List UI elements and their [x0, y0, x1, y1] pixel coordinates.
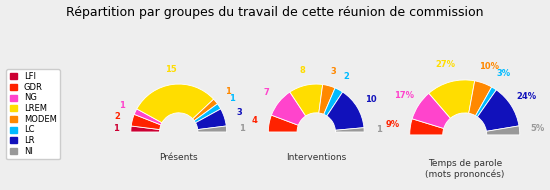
Wedge shape: [192, 99, 217, 121]
Wedge shape: [134, 109, 162, 125]
Wedge shape: [336, 128, 364, 132]
Wedge shape: [469, 81, 492, 116]
Text: 8: 8: [299, 66, 305, 75]
Text: 15: 15: [165, 65, 177, 74]
Wedge shape: [319, 85, 335, 114]
Wedge shape: [476, 87, 496, 117]
Wedge shape: [477, 90, 519, 131]
Text: Présents: Présents: [160, 153, 198, 162]
Text: 1: 1: [229, 94, 235, 103]
Text: 3%: 3%: [497, 69, 510, 78]
Text: 10%: 10%: [480, 62, 499, 71]
Wedge shape: [131, 126, 160, 132]
Text: 2: 2: [114, 112, 120, 121]
Wedge shape: [196, 109, 226, 130]
Text: Interventions: Interventions: [286, 153, 346, 162]
Wedge shape: [486, 126, 520, 135]
Wedge shape: [410, 119, 444, 135]
Text: 1: 1: [224, 87, 230, 96]
Text: 5%: 5%: [530, 124, 544, 133]
Text: 1: 1: [377, 125, 382, 134]
Text: 1: 1: [239, 124, 245, 132]
Wedge shape: [137, 84, 213, 123]
Text: 9%: 9%: [386, 120, 400, 129]
Text: 1: 1: [119, 101, 124, 110]
Text: Temps de parole
(mots prononcés): Temps de parole (mots prononcés): [425, 159, 504, 179]
Wedge shape: [131, 114, 161, 130]
Wedge shape: [194, 104, 221, 123]
Text: 10: 10: [365, 95, 376, 104]
Text: 27%: 27%: [436, 60, 456, 69]
Wedge shape: [290, 84, 323, 116]
Wedge shape: [429, 80, 475, 118]
Wedge shape: [412, 93, 450, 128]
Text: 1: 1: [113, 124, 119, 132]
Text: 2: 2: [343, 72, 349, 81]
Text: 7: 7: [264, 88, 270, 97]
Text: 24%: 24%: [516, 92, 536, 101]
Text: 3: 3: [236, 108, 242, 117]
Wedge shape: [268, 115, 298, 132]
Text: 17%: 17%: [394, 91, 414, 100]
Wedge shape: [271, 92, 306, 125]
Text: 3: 3: [330, 66, 336, 76]
Wedge shape: [198, 126, 227, 132]
Wedge shape: [327, 92, 364, 130]
Legend: LFI, GDR, NG, LREM, MODEM, LC, LR, NI: LFI, GDR, NG, LREM, MODEM, LC, LR, NI: [6, 69, 60, 159]
Text: 4: 4: [251, 116, 257, 125]
Wedge shape: [324, 88, 343, 116]
Text: Répartition par groupes du travail de cette réunion de commission: Répartition par groupes du travail de ce…: [66, 6, 484, 19]
